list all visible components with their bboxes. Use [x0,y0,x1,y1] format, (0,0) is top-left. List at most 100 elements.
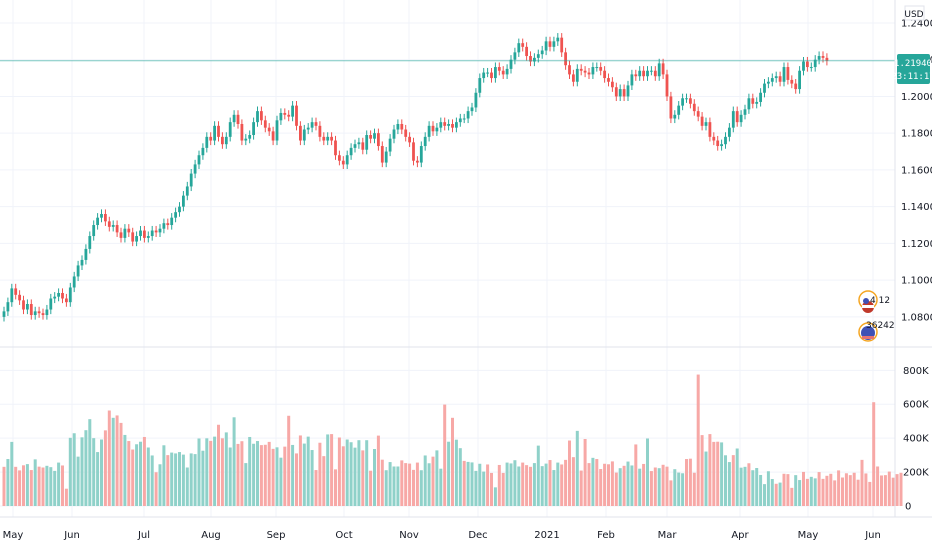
volume-bar [220,438,224,506]
candle-body [68,287,72,303]
candle-body [673,114,677,119]
volume-bar [665,466,669,506]
volume-bar [696,374,700,506]
candle-body [357,142,361,145]
volume-badge[interactable]: 36242 [858,321,895,342]
volume-bar [181,454,185,506]
volume-bar [240,441,244,506]
volume-bar [435,450,439,506]
volume-axis[interactable]: 800K 600K 400K 200K 0 [903,366,929,513]
time-tick-label: 2021 [534,530,559,541]
candle-body [790,79,794,84]
currency-label[interactable]: USD [904,5,925,21]
candle-body [544,41,548,51]
svg-text:USD: USD [904,10,923,20]
candle-body [614,87,618,97]
candle-body [408,136,411,143]
volume-bar [458,448,462,506]
volume-bar [755,468,759,506]
volume-bar [501,472,505,506]
volume-bar [770,479,774,506]
volume-bar [396,466,400,506]
volume-bar [751,470,755,506]
candle-body [646,70,649,77]
candle-body [263,120,267,128]
volume-bar [466,461,470,506]
volume-bar [634,444,638,506]
volume-bar [10,441,14,506]
volume-bar [111,417,115,506]
volume-bar [84,430,88,506]
volume-bar [6,459,10,506]
volume-bar [18,470,22,506]
candle-body [205,136,209,148]
candle-body [2,311,6,317]
candle-body [291,105,294,117]
volume-bar [22,465,25,506]
volume-bar [127,441,131,506]
volume-bar [848,475,852,506]
volume-bar [213,436,217,506]
volume-bar [193,454,197,506]
volume-bar [349,442,353,506]
volume-bar [478,463,482,506]
candle-body [669,96,673,119]
candle-body [509,59,513,69]
volume-bar [790,487,794,506]
candle-body [634,74,638,77]
volume-bar [583,439,587,506]
volume-bar [813,478,817,506]
volume-bar [607,464,610,506]
volume-bar [571,457,575,506]
time-axis[interactable]: May Jun Jul Aug Sep Oct Nov Dec 2021 Feb Mar Apr May… [3,530,881,541]
candle-body [677,105,681,115]
volume-bar [891,477,895,506]
candle-body [127,228,131,233]
events-badge[interactable]: 4 12 [858,290,890,313]
candle-body [704,122,708,126]
volume-bar [610,461,614,506]
candle-body [96,217,99,226]
candle-body [256,111,259,123]
volume-bar [630,465,634,506]
candle-body [716,140,720,147]
volume-bar [532,463,536,506]
candle-body [248,135,252,139]
candle-body [260,111,263,121]
volume-bar [595,459,599,506]
volume-bar [657,468,661,506]
candle-body [700,116,704,126]
candle-body [813,59,817,68]
candle-body [591,67,595,75]
candle-body [443,122,447,126]
candle-body [529,56,532,62]
volume-bar [809,476,813,506]
volume-bar [669,480,673,506]
volume-bar [579,470,583,506]
candle-body [692,103,696,112]
volume-bar [334,469,337,506]
candle-body [474,92,478,108]
volume-bar [739,467,743,506]
volume-bar [708,434,712,506]
candle-body [318,125,322,137]
candle-body [821,56,825,58]
volume-bar [431,456,435,506]
volume-bar [677,472,681,506]
candle-body [427,125,431,137]
candle-body [45,309,49,316]
volume-bar [766,471,770,506]
volume-bar [575,430,579,506]
volume-bar [326,434,330,506]
volume-bar [236,443,240,506]
candle-body [720,144,723,147]
volume-bar [166,455,170,506]
last-price-tag: 1.21940 23:11:17 [891,54,932,84]
volume-bar [470,462,474,506]
candle-body [782,67,786,82]
volume-tick-label: 400K [903,434,929,445]
candle-body [41,313,45,316]
candle-body [809,67,813,69]
candle-body [802,61,805,71]
